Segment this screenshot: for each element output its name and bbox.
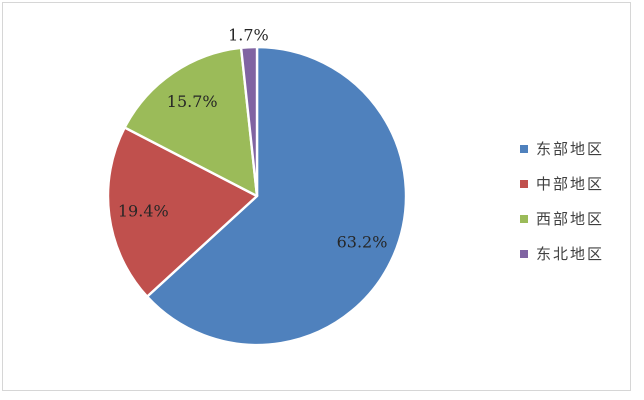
legend: 东部地区中部地区西部地区东北地区 <box>520 131 604 271</box>
legend-label-4: 东北地区 <box>536 245 605 263</box>
slice-label-3: 15.7% <box>167 92 218 111</box>
legend-swatch-icon <box>520 144 528 153</box>
legend-swatch-icon <box>520 249 528 258</box>
slice-label-4: 1.7% <box>228 26 269 45</box>
legend-swatch-icon <box>520 214 528 223</box>
legend-label-1: 东部地区 <box>536 140 605 158</box>
slice-label-1: 63.2% <box>337 233 388 252</box>
legend-item-4: 东北地区 <box>520 236 604 271</box>
slice-label-2: 19.4% <box>118 202 169 221</box>
pie-slice-4 <box>239 45 259 198</box>
pie-slice-2 <box>106 126 259 298</box>
legend-swatch-icon <box>520 179 528 188</box>
legend-item-2: 中部地区 <box>520 166 604 201</box>
pie-slice-1 <box>145 45 408 347</box>
pie-slice-3 <box>123 46 259 198</box>
legend-item-1: 东部地区 <box>520 131 604 166</box>
legend-item-3: 西部地区 <box>520 201 604 236</box>
legend-label-2: 中部地区 <box>536 175 605 193</box>
legend-label-3: 西部地区 <box>536 210 605 228</box>
